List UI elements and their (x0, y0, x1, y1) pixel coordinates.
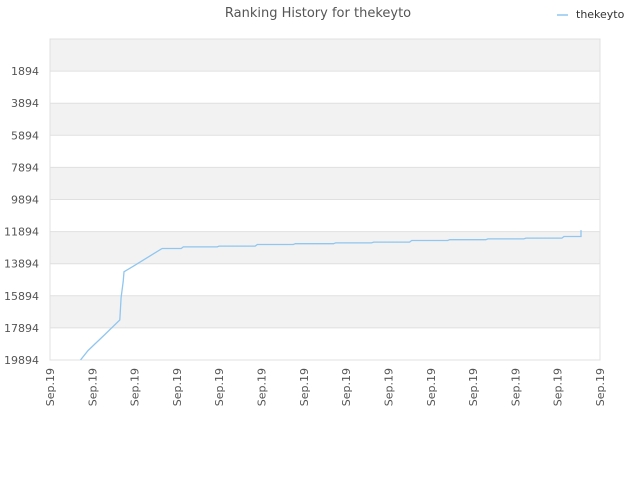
y-tick-label: 7894 (11, 161, 39, 174)
x-tick-label: Sep.19 (509, 368, 522, 406)
series-line-thekeyto (79, 230, 582, 360)
plot-band (50, 71, 600, 104)
plot-band (50, 167, 600, 200)
x-tick-label: Sep.19 (256, 368, 269, 406)
x-tick-label: Sep.19 (552, 368, 565, 406)
x-tick-label: Sep.19 (213, 368, 226, 406)
legend-label: thekeyto (576, 8, 625, 21)
plot-band (50, 231, 600, 264)
x-tick-label: Sep.19 (171, 368, 184, 406)
plot-band (50, 327, 600, 360)
legend: thekeyto (557, 8, 625, 21)
y-tick-label: 19894 (4, 354, 39, 367)
x-tick-label: Sep.19 (340, 368, 353, 406)
series-layer (79, 230, 582, 360)
y-tick-label: 15894 (4, 290, 39, 303)
y-tick-label: 9894 (11, 194, 39, 207)
y-tick-label: 13894 (4, 258, 39, 271)
plot-bands (50, 39, 600, 360)
plot-band (50, 135, 600, 168)
x-tick-label: Sep.19 (382, 368, 395, 406)
plot-band (50, 103, 600, 136)
x-tick-label: Sep.19 (86, 368, 99, 406)
x-tick-label: Sep.19 (467, 368, 480, 406)
y-tick-label: 3894 (11, 97, 39, 110)
plot-band (50, 39, 600, 72)
y-tick-label: 17894 (4, 322, 39, 335)
plot-band (50, 263, 600, 296)
x-tick-label: Sep.19 (298, 368, 311, 406)
plot-band (50, 199, 600, 232)
x-tick-label: Sep.19 (594, 368, 607, 406)
x-tick-label: Sep.19 (129, 368, 142, 406)
plot-band (50, 295, 600, 328)
plot-border (49, 38, 601, 361)
plot-grid (49, 38, 601, 361)
x-tick-label: Sep.19 (44, 368, 57, 406)
y-tick-label: 11894 (4, 226, 39, 239)
x-axis-ticks: Sep.19 Sep.19 Sep.19 Sep.19 Sep.19 Sep.19 Sep.… (44, 368, 607, 406)
y-tick-label: 1894 (11, 65, 39, 78)
chart-title: Ranking History for thekeyto (225, 6, 411, 21)
y-axis-ticks: 1894 3894 5894 7894 9894 11894 13894 15894 17894… (4, 65, 39, 367)
y-tick-label: 5894 (11, 129, 39, 142)
x-tick-label: Sep.19 (425, 368, 438, 406)
